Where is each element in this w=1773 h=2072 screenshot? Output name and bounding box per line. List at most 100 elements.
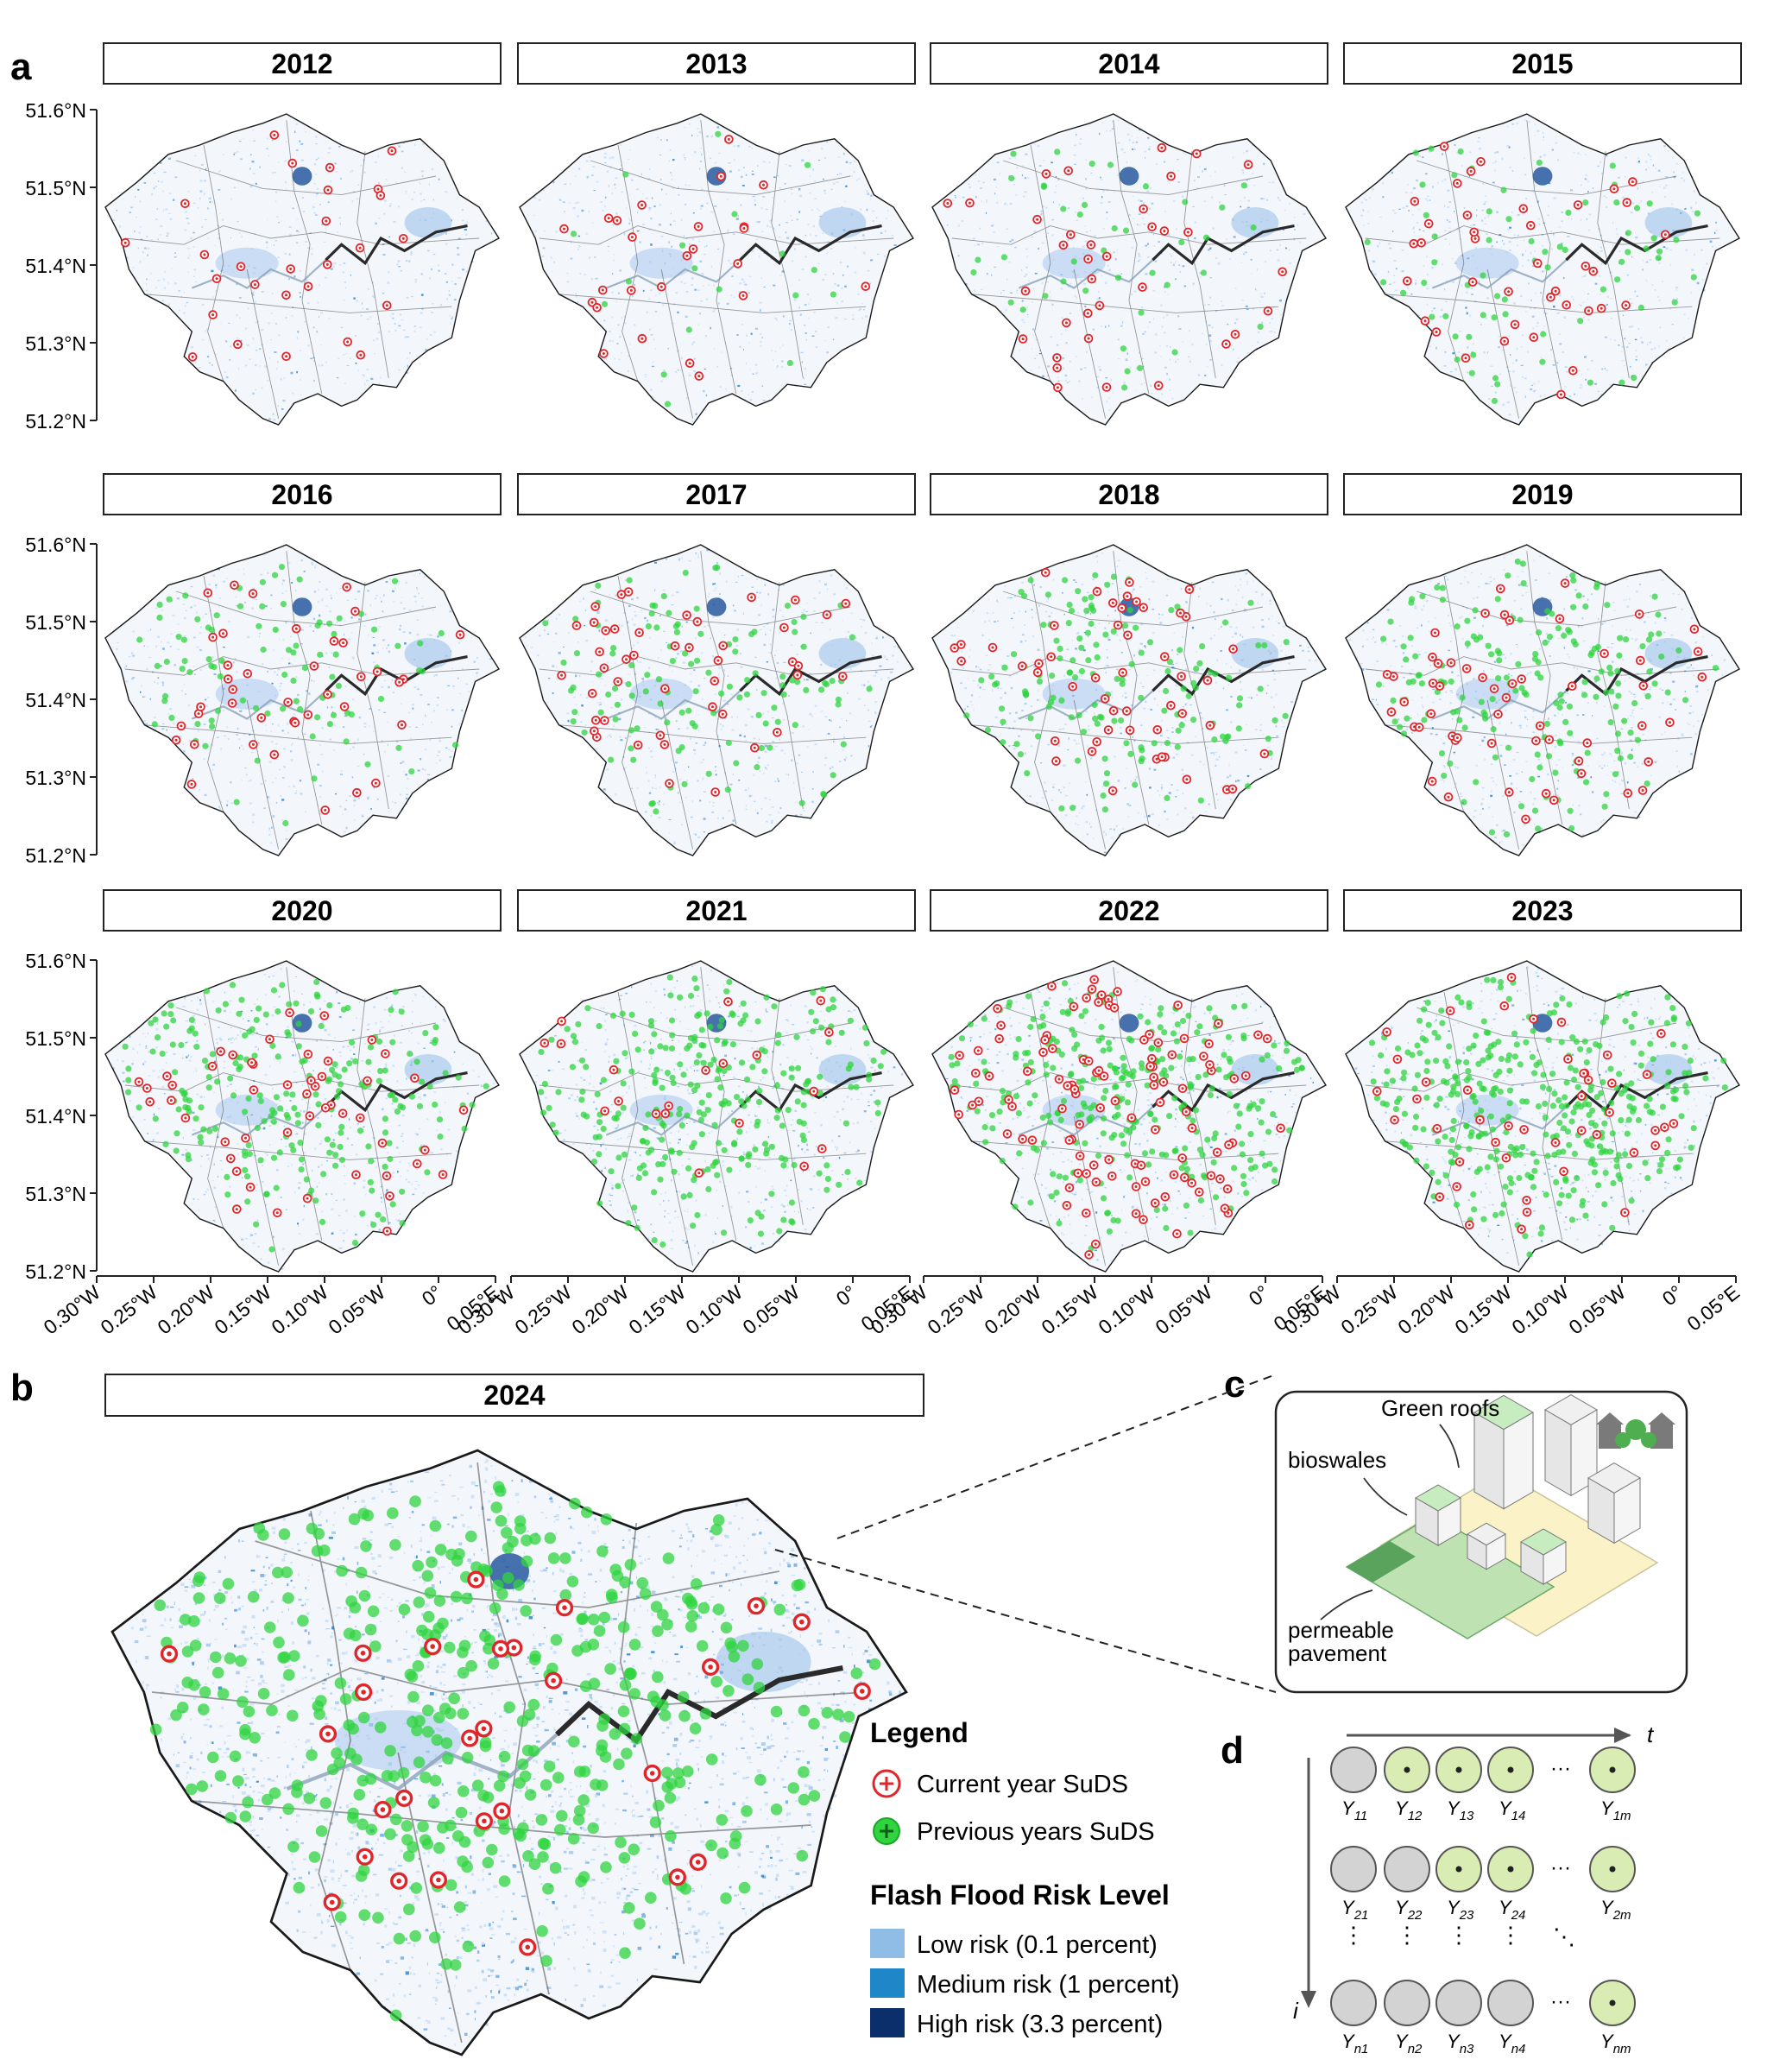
flood-risk-cell — [195, 361, 197, 363]
flood-risk-cell — [542, 189, 546, 192]
london-boundary — [519, 113, 914, 426]
flood-risk-cell — [693, 669, 696, 671]
flood-risk-cell — [181, 690, 183, 692]
flood-risk-cell — [338, 805, 342, 808]
flood-risk-cell — [671, 604, 674, 606]
flood-risk-cell — [817, 160, 821, 161]
flood-risk-cell — [1076, 824, 1080, 826]
flood-risk-cell — [746, 334, 748, 337]
flood-risk-cell — [1569, 189, 1574, 192]
flood-risk-cell — [677, 311, 679, 313]
flood-risk-cell — [421, 175, 424, 177]
flood-risk-cell — [724, 717, 726, 719]
flood-risk-cell — [1681, 177, 1683, 179]
borough-boundaries — [951, 120, 1307, 419]
flood-risk-cell — [1039, 350, 1041, 351]
flood-risk-cell — [765, 633, 767, 636]
flood-risk-cell — [260, 573, 263, 576]
previous-suds-marker — [1137, 364, 1144, 371]
flood-risk-cell — [716, 126, 719, 129]
current-suds-marker-center — [1420, 241, 1423, 244]
flood-risk-cell — [590, 278, 594, 281]
flood-risk-cell — [627, 370, 629, 372]
flood-risk-cell — [1407, 287, 1409, 289]
current-suds-marker-center — [342, 641, 345, 645]
flood-risk-cell — [1621, 345, 1625, 348]
flood-risk-cell — [1025, 752, 1026, 755]
flood-risk-cell — [1675, 162, 1678, 165]
flood-risk-cell — [271, 781, 274, 784]
flood-risk-cell — [845, 756, 848, 759]
flood-risk-cell — [387, 281, 390, 284]
flood-risk-cell — [150, 239, 154, 241]
flood-risk-cell — [1099, 369, 1101, 371]
flood-risk-cell — [1004, 203, 1006, 205]
flood-risk-cell — [1234, 322, 1236, 325]
flood-risk-cell — [1509, 226, 1511, 229]
flood-risk-cell — [1017, 717, 1020, 719]
flood-risk-cell — [1478, 148, 1481, 150]
flood-risk-cell — [606, 170, 609, 173]
flood-risk-cell — [157, 280, 161, 281]
previous-suds-marker — [804, 161, 811, 168]
flood-risk-cell — [174, 664, 176, 666]
flood-risk-cell — [613, 183, 616, 186]
previous-suds-marker — [438, 629, 445, 637]
flood-risk-cell — [461, 668, 464, 671]
flood-risk-cell — [1030, 724, 1032, 726]
flood-risk-cell — [961, 219, 964, 223]
flood-risk-cell — [1288, 643, 1290, 646]
flood-risk-cell — [161, 181, 163, 183]
current-suds-marker-center — [325, 262, 329, 266]
flood-risk-cell — [1543, 154, 1546, 156]
flood-risk-cell — [1154, 261, 1157, 262]
flood-risk-cell — [1132, 148, 1133, 150]
flood-risk-cell — [1597, 390, 1599, 392]
flood-risk-cell — [1367, 250, 1371, 252]
flood-risk-cell — [344, 715, 347, 717]
flood-risk-cell — [1117, 237, 1119, 239]
flood-risk-cell — [533, 196, 537, 199]
flood-risk-cell — [281, 777, 285, 779]
flood-risk-cell — [1233, 236, 1236, 238]
flood-risk-cell — [1600, 394, 1603, 395]
flood-risk-cell — [1251, 273, 1252, 275]
flood-risk-cell — [192, 778, 193, 780]
flood-risk-cell — [1183, 705, 1184, 708]
flood-risk-cell — [1073, 163, 1076, 165]
flood-risk-cell — [255, 300, 257, 303]
flood-risk-cell — [826, 351, 829, 354]
previous-suds-marker — [710, 710, 717, 717]
flood-risk-cell — [490, 232, 493, 235]
flood-risk-cell — [826, 141, 829, 143]
flood-risk-cell — [1009, 240, 1012, 243]
flood-risk-cell — [340, 326, 344, 328]
flood-risk-cell — [1642, 180, 1644, 183]
flood-risk-cell — [303, 733, 306, 736]
flood-risk-cell — [264, 365, 268, 368]
current-suds-marker-center — [1473, 237, 1477, 240]
flood-risk-cell — [767, 593, 769, 596]
flood-risk-cell — [674, 371, 677, 373]
flood-risk-cell — [1513, 387, 1517, 388]
flood-risk-cell — [379, 376, 382, 378]
previous-suds-marker — [866, 685, 873, 692]
london-map-fill — [520, 545, 913, 856]
previous-suds-marker — [678, 744, 685, 751]
flood-risk-cell — [1587, 180, 1589, 183]
flood-risk-basin — [629, 678, 693, 710]
flood-risk-cell — [293, 713, 296, 715]
flood-risk-cell — [1045, 601, 1049, 603]
flood-risk-cell — [222, 710, 224, 711]
flood-risk-cell — [1008, 745, 1011, 748]
flood-risk-cell — [1429, 228, 1431, 230]
flood-risk-cell — [1580, 219, 1582, 221]
flood-risk-cell — [660, 236, 664, 237]
flood-risk-cell — [363, 754, 365, 755]
current-suds-marker-center — [1157, 384, 1160, 388]
flood-risk-cell — [1664, 196, 1666, 198]
flood-risk-cell — [161, 641, 163, 643]
current-suds-marker-center — [1473, 231, 1476, 234]
flood-risk-cell — [431, 722, 432, 723]
flood-risk-cell — [405, 774, 408, 776]
